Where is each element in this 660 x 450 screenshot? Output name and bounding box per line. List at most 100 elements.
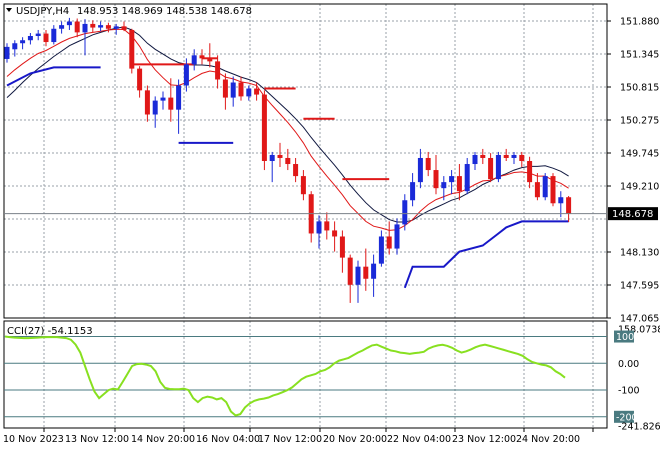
candle [402,194,408,231]
ohlc-values: 148.953 148.969 148.538 148.678 [77,6,252,17]
candle-body [285,157,291,165]
current-price-tag-label: 148.678 [612,209,653,220]
candle [222,73,228,110]
candle [332,221,338,252]
candle-body [43,33,49,43]
candle [59,21,65,34]
cci-tick-label: -241.8263 [618,422,660,433]
candle-body [527,161,533,183]
chart-header: USDJPY,H4 148.953 148.969 148.538 148.67… [6,6,252,17]
candle [82,19,88,56]
candle-body [449,176,455,183]
candle [417,148,423,189]
time-tick-label: 14 Nov 20:00 [131,434,195,445]
candle [480,148,486,165]
candle [363,248,369,291]
candle [519,151,525,168]
candle [503,148,509,161]
cci-panel-frame [3,320,608,429]
time-tick-label: 13 Nov 12:00 [65,434,129,445]
candle-body [324,221,330,231]
cci-series [4,335,566,417]
time-tick-label: 17 Nov 12:00 [258,434,322,445]
candle-body [90,23,96,28]
price-tick-label: 148.130 [620,248,659,259]
time-tick-label: 16 Nov 04:00 [196,434,260,445]
candle [355,260,361,303]
candle [43,29,49,47]
candle-body [152,100,158,115]
candle [300,170,306,201]
price-tick-label: 149.745 [620,149,659,160]
candle-body [542,176,548,198]
candle-body [12,43,18,50]
moving-average-slow [6,26,569,223]
candle [12,40,18,57]
candle-body [137,68,143,91]
candle-body [386,236,392,249]
candle-body [129,29,135,69]
cci-label: CCI(27) -54.1153 [7,326,93,337]
candle-body [27,36,33,41]
candle [527,156,533,189]
candle [246,85,252,101]
candle [191,49,197,71]
candle [324,212,330,240]
candlesticks [4,17,572,303]
cci-level-tag [614,410,634,423]
candle-body [59,25,65,29]
cci-tick-label: 158.0738 [618,325,660,336]
candle-body [300,176,306,195]
candle [160,91,166,110]
price-grid [4,4,607,318]
candle [472,151,478,171]
candle [277,142,283,168]
candle [183,58,189,92]
candle-body [215,61,221,80]
candle [168,78,174,122]
candle-body [488,157,494,180]
candle [449,170,455,195]
candle-body [98,25,104,28]
candle [66,17,72,30]
candle [386,221,392,255]
candle [347,254,353,303]
price-tick-label: 151.345 [620,50,659,61]
candle-body [550,176,556,204]
cci-tick-label: 0.00 [618,359,639,370]
candle-body [230,82,236,98]
candle-body [199,55,205,59]
candle-body [511,154,517,158]
candle [433,154,439,195]
candle [137,66,143,98]
candle [207,43,213,68]
price-axis: 151.880 151.345 150.815 150.275 149.745 149.2… [607,17,659,325]
candle [464,157,470,195]
candle-body [4,46,10,59]
candle [90,20,96,33]
price-tick-label: 150.275 [620,116,659,127]
candle-body [246,88,252,97]
candle-body [105,25,111,29]
candle-body [183,64,189,86]
candle [152,96,158,128]
stop-line-blue [6,66,101,87]
candle-body [433,170,439,189]
candle-body [277,154,283,158]
price-tick-label: 149.210 [620,182,659,193]
candle [558,191,564,218]
time-tick-label: 10 Nov 2023 [3,434,64,445]
candle-body [417,157,423,183]
time-axis: 10 Nov 2023 13 Nov 12:00 14 Nov 20:00 16 No… [3,428,594,445]
candle-body [238,82,244,97]
dropdown-triangle-icon[interactable] [6,8,12,12]
candle [261,90,267,171]
candle-body [495,154,501,180]
candle-body [51,28,57,43]
candle-body [207,58,213,62]
candle-body [355,266,361,285]
candle [495,151,501,183]
cci-level-tag [614,330,634,343]
candle-body [410,182,416,201]
